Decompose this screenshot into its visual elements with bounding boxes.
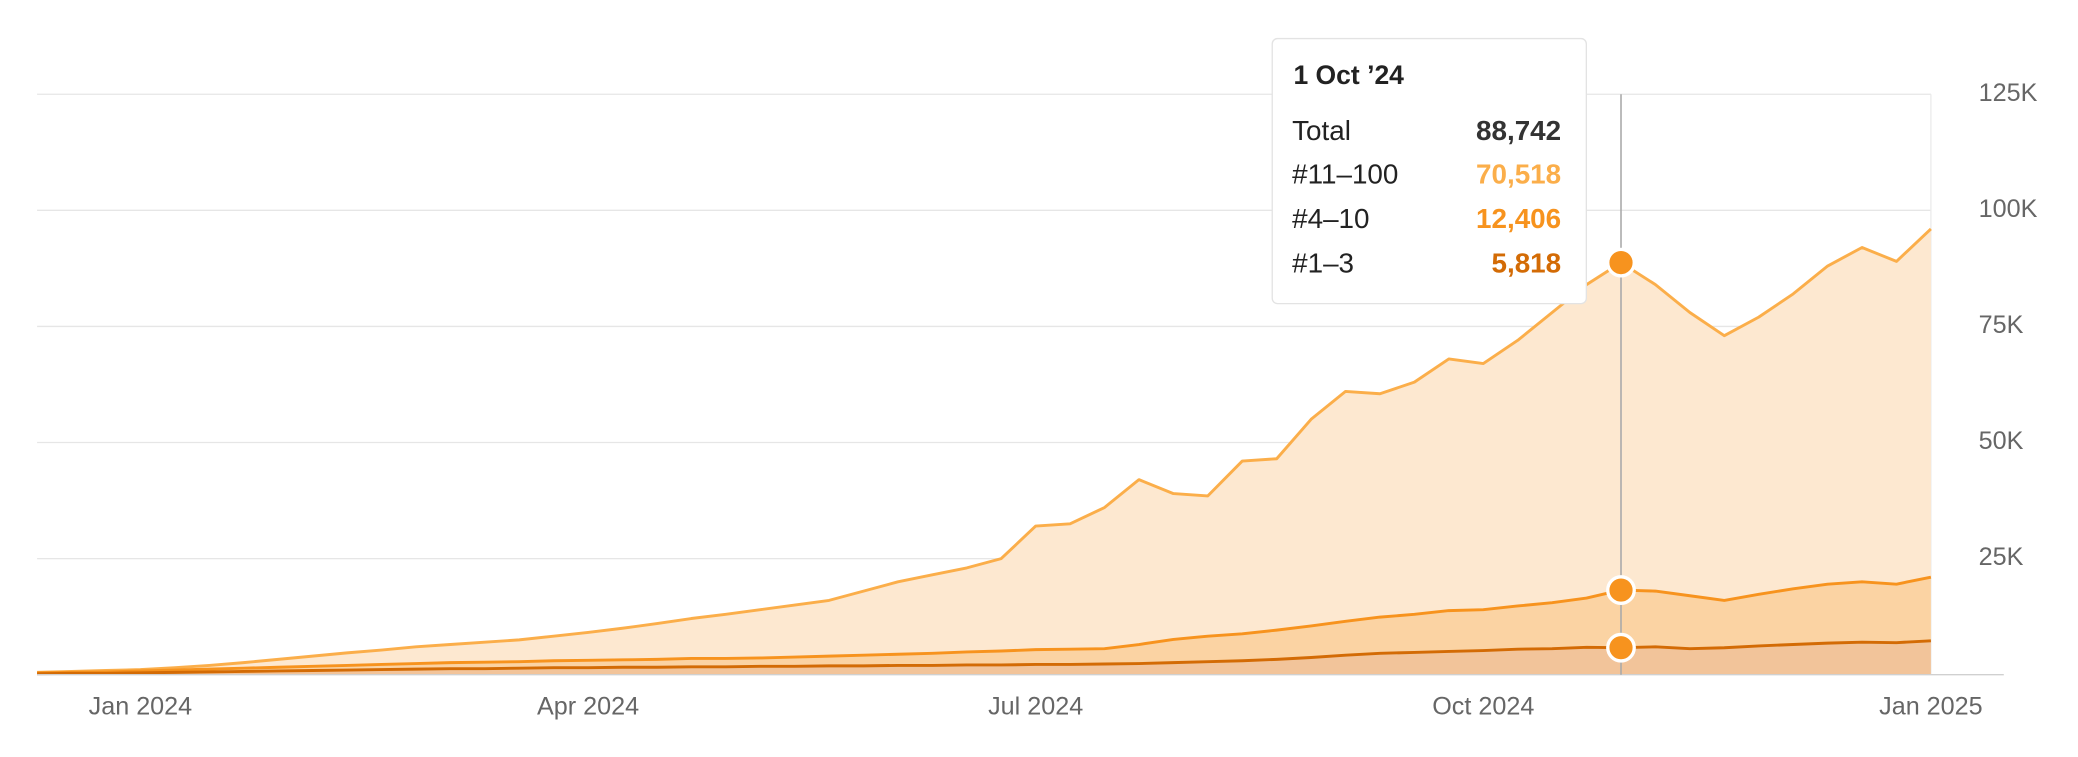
axes: 25K 50K 75K 100K 125K Jan 2024 Apr 2024 Jul 202…: [37, 79, 2038, 720]
areas: [37, 227, 1932, 676]
tooltip-value: 88,742: [1476, 115, 1561, 146]
tooltip-value: 12,406: [1476, 203, 1561, 234]
tooltip-value: 5,818: [1492, 248, 1562, 279]
y-tick-label: 125K: [1979, 79, 2038, 107]
y-tick-label: 100K: [1979, 195, 2038, 223]
hover-dot: [1606, 632, 1636, 663]
x-tick-label: Jan 2025: [1879, 692, 1983, 720]
x-tick-label: Jul 2024: [988, 692, 1083, 720]
tooltip-value: 70,518: [1476, 159, 1561, 190]
area: [37, 577, 1931, 674]
tooltip-label: Total: [1292, 115, 1351, 146]
x-tick-label: Apr 2024: [537, 692, 639, 720]
tooltip-label: #1–3: [1292, 248, 1354, 279]
tooltip-label: #4–10: [1292, 203, 1369, 234]
area: [37, 228, 1931, 673]
tooltip-label: #11–100: [1292, 159, 1398, 190]
hover: [1606, 94, 1636, 675]
tooltip: 1 Oct ’24 Total 88,742 #11–100 70,518 #4–1…: [1271, 37, 1587, 305]
tooltip-title: 1 Oct ’24: [1293, 60, 1404, 90]
y-tick-label: 75K: [1979, 311, 2024, 339]
area: [37, 640, 1931, 675]
hover-dot: [1606, 247, 1636, 278]
tooltip-box: [1271, 37, 1587, 305]
hover-dot: [1606, 575, 1636, 605]
x-tick-label: Jan 2024: [89, 692, 193, 720]
y-tick-label: 50K: [1979, 427, 2024, 455]
y-tick-label: 25K: [1979, 543, 2024, 571]
x-tick-label: Oct 2024: [1432, 692, 1534, 720]
